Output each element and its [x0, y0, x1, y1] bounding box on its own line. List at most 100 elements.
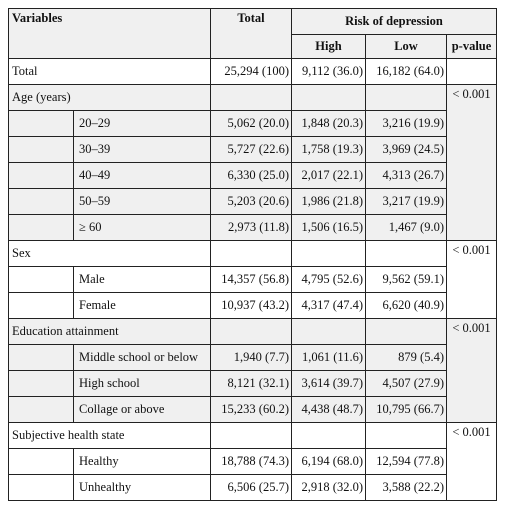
row-low: 3,217 (19.9) [365, 188, 447, 215]
indent-cell [8, 292, 74, 319]
row-total: 5,727 (22.6) [210, 136, 292, 163]
row-low: 12,594 (77.8) [365, 448, 447, 475]
group-high [291, 422, 366, 449]
row-high: 1,848 (20.3) [291, 110, 366, 137]
group-total [210, 318, 292, 345]
row-label: High school [73, 370, 211, 397]
table-row: Middle school or below 1,940 (7.7) 1,061… [8, 344, 497, 371]
group-high [291, 240, 366, 267]
table-row: 50–59 5,203 (20.6) 1,986 (21.8) 3,217 (1… [8, 188, 497, 215]
row-low: 4,313 (26.7) [365, 162, 447, 189]
row-high: 1,758 (19.3) [291, 136, 366, 163]
group-p-value: < 0.001 [446, 84, 497, 241]
row-low: 4,507 (27.9) [365, 370, 447, 397]
indent-cell [8, 448, 74, 475]
row-high: 2,918 (32.0) [291, 474, 366, 501]
header-low: Low [365, 34, 447, 59]
row-total: 1,940 (7.7) [210, 344, 292, 371]
row-total: 8,121 (32.1) [210, 370, 292, 397]
group-row-health: Subjective health state < 0.001 [8, 422, 497, 501]
table-row: 20–29 5,062 (20.0) 1,848 (20.3) 3,216 (1… [8, 110, 497, 137]
row-total: 14,357 (56.8) [210, 266, 292, 293]
row-total: 5,062 (20.0) [210, 110, 292, 137]
group-row-age: Age (years) < 0.001 [8, 84, 497, 241]
indent-cell [8, 370, 74, 397]
header-total: Total [210, 8, 292, 59]
row-label: Unhealthy [73, 474, 211, 501]
row-high: 2,017 (22.1) [291, 162, 366, 189]
indent-cell [8, 110, 74, 137]
group-total [210, 84, 292, 111]
row-low: 3,969 (24.5) [365, 136, 447, 163]
row-low: 3,588 (22.2) [365, 474, 447, 501]
group-label: Sex [8, 240, 211, 267]
header-p-value: p-value [446, 34, 497, 59]
row-high: 1,986 (21.8) [291, 188, 366, 215]
group-total [210, 422, 292, 449]
row-high: 4,317 (47.4) [291, 292, 366, 319]
table-row: 40–49 6,330 (25.0) 2,017 (22.1) 4,313 (2… [8, 162, 497, 189]
group-high [291, 318, 366, 345]
row-label: ≥ 60 [73, 214, 211, 241]
group-p-value: < 0.001 [446, 240, 497, 319]
indent-cell [8, 188, 74, 215]
indent-cell [8, 396, 74, 423]
indent-cell [8, 214, 74, 241]
row-total: 2,973 (11.8) [210, 214, 292, 241]
group-row-sex: Sex < 0.001 [8, 240, 497, 319]
group-low [365, 318, 447, 345]
header-row-2: High Low p-value [9, 34, 497, 59]
row-low: 1,467 (9.0) [365, 214, 447, 241]
total-label: Total [8, 58, 211, 85]
indent-cell [8, 474, 74, 501]
table-row: Unhealthy 6,506 (25.7) 2,918 (32.0) 3,58… [8, 474, 497, 501]
indent-cell [8, 162, 74, 189]
row-label: Female [73, 292, 211, 319]
row-total: 18,788 (74.3) [210, 448, 292, 475]
row-label: Collage or above [73, 396, 211, 423]
group-total [210, 240, 292, 267]
total-total: 25,294 (100) [210, 58, 292, 85]
group-label: Age (years) [8, 84, 211, 111]
row-total: 5,203 (20.6) [210, 188, 292, 215]
row-low: 879 (5.4) [365, 344, 447, 371]
header-risk-of-depression: Risk of depression [291, 8, 497, 35]
indent-cell [8, 266, 74, 293]
table-row: ≥ 60 2,973 (11.8) 1,506 (16.5) 1,467 (9.… [8, 214, 497, 241]
group-p-value: < 0.001 [446, 422, 497, 501]
row-label: Middle school or below [73, 344, 211, 371]
depression-risk-table: Variables Total Risk of depression High … [8, 8, 497, 501]
row-total: 15,233 (60.2) [210, 396, 292, 423]
indent-cell [8, 344, 74, 371]
row-label: Male [73, 266, 211, 293]
group-label: Subjective health state [8, 422, 211, 449]
group-low [365, 422, 447, 449]
header-variables: Variables [8, 8, 211, 59]
total-row: Total 25,294 (100) 9,112 (36.0) 16,182 (… [8, 58, 497, 85]
group-label: Education attainment [8, 318, 211, 345]
group-high [291, 84, 366, 111]
row-high: 4,795 (52.6) [291, 266, 366, 293]
row-low: 6,620 (40.9) [365, 292, 447, 319]
row-high: 6,194 (68.0) [291, 448, 366, 475]
header-high: High [291, 34, 366, 59]
group-low [365, 84, 447, 111]
row-label: Healthy [73, 448, 211, 475]
group-row-education: Education attainment < 0.001 [8, 318, 497, 423]
row-high: 3,614 (39.7) [291, 370, 366, 397]
table-row: Male 14,357 (56.8) 4,795 (52.6) 9,562 (5… [8, 266, 497, 293]
table-row: Female 10,937 (43.2) 4,317 (47.4) 6,620 … [8, 292, 497, 319]
row-low: 9,562 (59.1) [365, 266, 447, 293]
table-row: Healthy 18,788 (74.3) 6,194 (68.0) 12,59… [8, 448, 497, 475]
row-label: 30–39 [73, 136, 211, 163]
row-total: 10,937 (43.2) [210, 292, 292, 319]
total-p [446, 58, 497, 85]
header-row-1: Variables Total Risk of depression [8, 8, 497, 59]
row-label: 20–29 [73, 110, 211, 137]
group-low [365, 240, 447, 267]
row-label: 40–49 [73, 162, 211, 189]
row-low: 3,216 (19.9) [365, 110, 447, 137]
row-low: 10,795 (66.7) [365, 396, 447, 423]
group-p-value: < 0.001 [446, 318, 497, 423]
row-high: 1,506 (16.5) [291, 214, 366, 241]
